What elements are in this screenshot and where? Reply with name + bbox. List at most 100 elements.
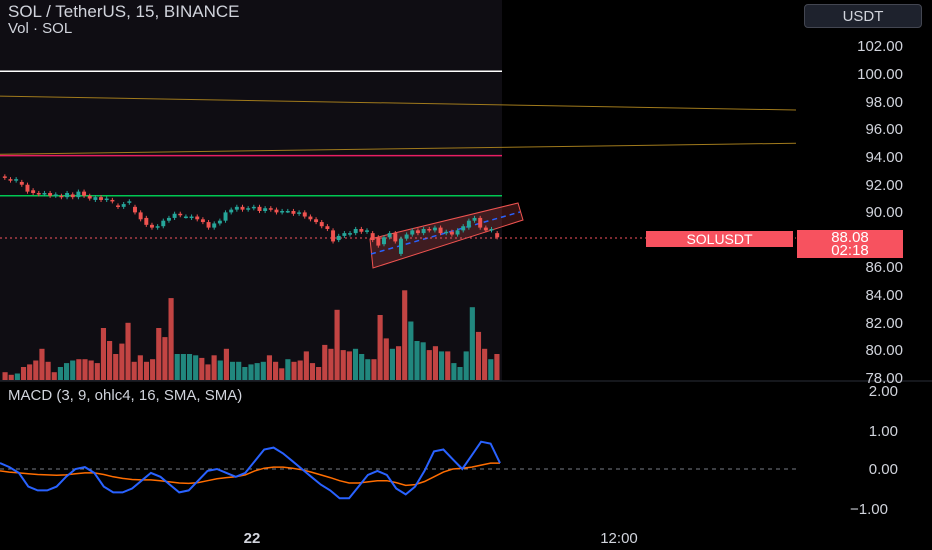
candle-body: [302, 212, 307, 217]
candle-body: [144, 217, 149, 225]
candle-body: [42, 193, 47, 195]
volume-bar: [426, 350, 432, 380]
price-tick: 82.00: [865, 315, 903, 332]
candle-body: [240, 206, 245, 210]
macd-axis[interactable]: 2.00 1.00 0.00 −1.00: [850, 383, 898, 518]
volume-bar: [408, 321, 414, 380]
macd-tick: 1.00: [869, 423, 898, 440]
macd-tick: 2.00: [869, 383, 898, 400]
volume-bar: [254, 363, 260, 380]
volume-bar: [475, 331, 482, 380]
volume-bar: [180, 354, 186, 380]
candle-body: [138, 212, 143, 220]
volume-bar: [211, 355, 217, 380]
volume-bar: [14, 373, 20, 380]
candle-body: [466, 220, 471, 228]
volume-bar: [451, 363, 457, 380]
candle-body: [359, 228, 364, 232]
volume-bar: [27, 364, 33, 380]
price-tick: 102.00: [857, 38, 903, 55]
candle-body: [172, 213, 177, 218]
history-shade: [0, 0, 502, 381]
time-axis[interactable]: 22 12:00: [244, 530, 638, 547]
volume-bar: [457, 367, 463, 380]
candle-body: [285, 211, 290, 213]
volume-bar: [266, 355, 273, 380]
candle-body: [421, 228, 426, 234]
candle-body: [342, 233, 347, 236]
price-axis[interactable]: 102.00 100.00 98.00 96.00 94.00 92.00 90…: [857, 38, 903, 387]
price-tick: 78.00: [865, 370, 903, 387]
trend-line: [0, 95, 797, 111]
candle-body: [149, 224, 154, 228]
candle-body: [161, 220, 166, 227]
candle-body: [25, 184, 30, 192]
regression-channel: [369, 202, 524, 269]
volume-bar: [156, 328, 162, 380]
trend-lines: [0, 95, 797, 155]
candle-body: [189, 216, 194, 219]
volume-bar: [328, 348, 334, 380]
volume-bar: [223, 348, 229, 380]
candle-body: [2, 176, 7, 178]
price-tick: 84.00: [865, 287, 903, 304]
volume-bar: [57, 367, 63, 380]
volume-bar: [45, 361, 51, 380]
volume-legend[interactable]: Vol · SOL: [8, 20, 73, 37]
candle-body: [387, 233, 392, 238]
candle-body: [263, 208, 268, 211]
volume-bar: [100, 328, 107, 380]
candle-body: [297, 212, 302, 214]
macd-legend[interactable]: MACD (3, 9, ohlc4, 16, SMA, SMA): [8, 387, 243, 404]
candle-body: [217, 220, 222, 224]
volume-bar: [168, 298, 174, 380]
candle-body: [246, 208, 251, 210]
volume-bars: [2, 290, 500, 380]
volume-bar: [377, 315, 383, 380]
volume-bar: [414, 341, 420, 380]
volume-bar: [174, 354, 180, 380]
volume-bar: [322, 344, 328, 380]
volume-bar: [297, 360, 303, 380]
volume-bar: [334, 309, 340, 380]
candle-body: [314, 219, 319, 223]
candle-body: [195, 216, 200, 220]
candle-body: [427, 228, 432, 231]
time-tick: 22: [244, 530, 261, 547]
volume-bar: [248, 364, 254, 380]
candle-body: [319, 222, 324, 227]
candle-body: [353, 228, 358, 234]
volume-bar: [494, 354, 500, 380]
candle-body: [14, 179, 19, 181]
volume-bar: [439, 351, 445, 380]
candle-body: [268, 208, 273, 210]
volume-bar: [365, 359, 371, 380]
volume-bar: [482, 348, 488, 380]
candle-body: [449, 231, 454, 235]
candle-body: [325, 226, 330, 229]
candle-body: [472, 217, 477, 221]
candle-body: [234, 206, 239, 210]
volume-bar: [162, 337, 168, 380]
candle-body: [415, 230, 420, 234]
symbol-title[interactable]: SOL / TetherUS, 15, BINANCE: [8, 2, 240, 21]
candle-body: [495, 233, 500, 238]
volume-bar: [131, 361, 137, 380]
volume-bar: [383, 338, 389, 380]
candle-body: [438, 227, 443, 234]
time-tick: 12:00: [600, 530, 638, 547]
volume-bar: [186, 354, 193, 380]
symbol-price-label: SOLUSDT: [646, 231, 793, 247]
candle-body: [223, 212, 228, 221]
volume-bar: [309, 363, 316, 380]
price-tick: 80.00: [865, 342, 903, 359]
volume-bar: [51, 372, 57, 380]
candle-body: [70, 194, 75, 198]
volume-bar: [2, 372, 8, 380]
volume-bar: [137, 355, 143, 380]
volume-bar: [469, 307, 475, 380]
volume-bar: [316, 367, 322, 380]
candle-body: [166, 217, 171, 221]
currency-button[interactable]: USDT: [804, 4, 922, 28]
